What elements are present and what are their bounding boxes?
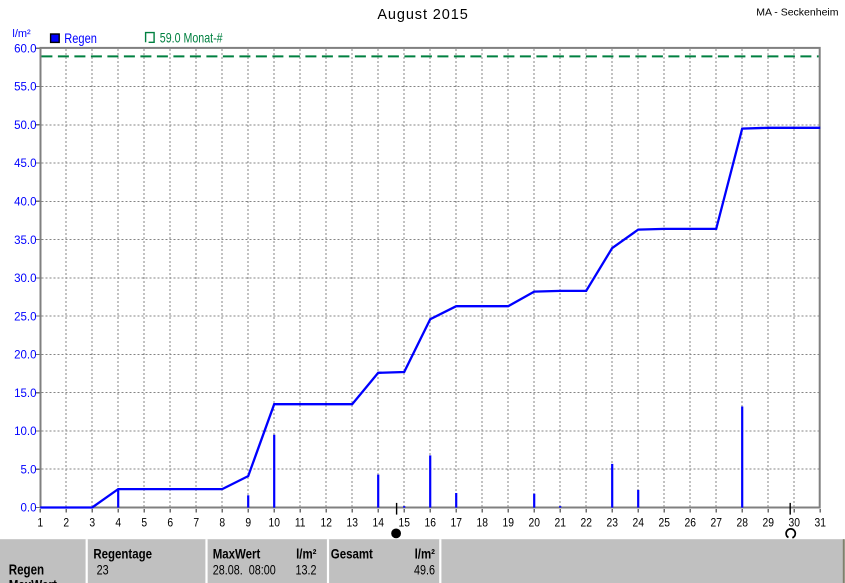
- svg-text:MaxWert: MaxWert: [9, 577, 58, 583]
- svg-text:28: 28: [736, 517, 747, 530]
- svg-text:27: 27: [710, 517, 721, 530]
- svg-text:16: 16: [424, 517, 435, 530]
- svg-text:14: 14: [372, 517, 383, 530]
- svg-text:21: 21: [554, 517, 565, 530]
- svg-text:60.0: 60.0: [14, 43, 36, 55]
- svg-text:l/m²: l/m²: [415, 547, 435, 562]
- svg-text:15: 15: [398, 517, 409, 530]
- svg-text:MA - Seckenheim: MA - Seckenheim: [756, 7, 839, 19]
- svg-text:49.6: 49.6: [414, 562, 435, 577]
- svg-text:31: 31: [814, 517, 825, 530]
- svg-text:10.0: 10.0: [14, 426, 36, 438]
- svg-text:5.0: 5.0: [21, 464, 37, 476]
- svg-text:0.0: 0.0: [21, 503, 37, 515]
- svg-text:19: 19: [502, 517, 513, 530]
- svg-text:13.2: 13.2: [295, 562, 316, 577]
- svg-text:l/m²: l/m²: [12, 28, 31, 40]
- svg-text:6: 6: [167, 517, 173, 530]
- svg-text:10: 10: [268, 517, 279, 530]
- svg-text:22: 22: [580, 517, 591, 530]
- svg-text:13: 13: [346, 517, 357, 530]
- svg-text:24: 24: [632, 517, 643, 530]
- svg-text:30.0: 30.0: [14, 273, 36, 285]
- svg-text:MaxWert: MaxWert: [213, 547, 261, 562]
- svg-text:Gesamt: Gesamt: [331, 547, 374, 562]
- svg-text:29: 29: [762, 517, 773, 530]
- svg-text:9: 9: [245, 517, 251, 530]
- svg-text:35.0: 35.0: [14, 235, 36, 247]
- svg-text:45.0: 45.0: [14, 158, 36, 170]
- svg-text:8: 8: [219, 517, 225, 530]
- svg-text:12: 12: [320, 517, 331, 530]
- svg-text:Regentage: Regentage: [93, 547, 152, 562]
- svg-text:23: 23: [606, 517, 617, 530]
- svg-text:25: 25: [658, 517, 669, 530]
- svg-text:August 2015: August 2015: [377, 7, 468, 23]
- svg-text:1: 1: [37, 517, 43, 530]
- svg-text:26: 26: [684, 517, 695, 530]
- svg-text:3: 3: [89, 517, 95, 530]
- svg-text:59.0 Monat-#: 59.0 Monat-#: [160, 30, 223, 46]
- svg-text:28.08. 08:00: 28.08. 08:00: [213, 562, 276, 577]
- svg-text:2: 2: [63, 517, 69, 530]
- svg-text:4: 4: [115, 517, 121, 530]
- svg-text:20.0: 20.0: [14, 350, 36, 362]
- svg-text:18: 18: [476, 517, 487, 530]
- svg-text:11: 11: [295, 517, 306, 530]
- svg-text:15.0: 15.0: [14, 388, 36, 400]
- svg-text:40.0: 40.0: [14, 197, 36, 209]
- svg-text:7: 7: [193, 517, 199, 530]
- svg-text:5: 5: [141, 517, 147, 530]
- svg-text:l/m²: l/m²: [296, 547, 316, 562]
- svg-text:17: 17: [450, 517, 461, 530]
- svg-text:23: 23: [97, 562, 109, 577]
- svg-text:50.0: 50.0: [14, 120, 36, 132]
- svg-text:30: 30: [788, 517, 799, 530]
- svg-text:25.0: 25.0: [14, 311, 36, 323]
- svg-text:Regen: Regen: [64, 31, 97, 46]
- svg-text:55.0: 55.0: [14, 82, 36, 94]
- svg-text:20: 20: [528, 517, 539, 530]
- svg-text:Regen: Regen: [9, 561, 44, 578]
